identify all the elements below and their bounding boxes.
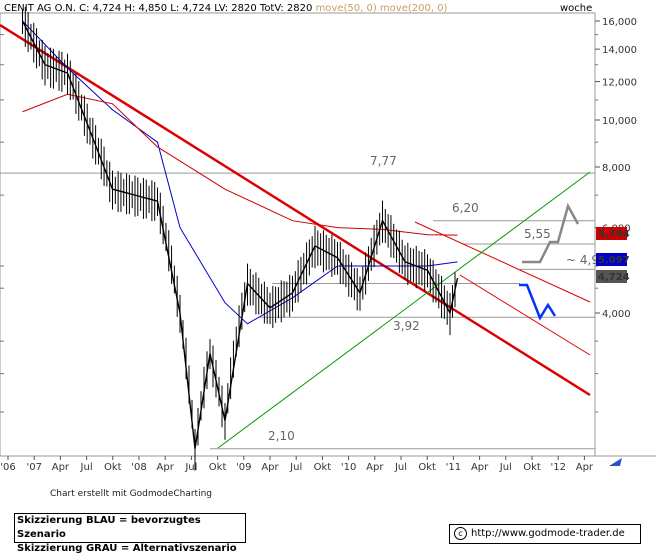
header-ma: move(50, 0) move(200, 0) bbox=[316, 3, 448, 14]
price-badge bbox=[596, 253, 627, 266]
x-tick-label: Apr bbox=[576, 462, 594, 473]
ma200-line bbox=[22, 93, 458, 236]
level-label: 3,92 bbox=[393, 319, 420, 333]
x-tick-label: Apr bbox=[157, 462, 175, 473]
x-tick-label: '10 bbox=[341, 462, 356, 473]
price-badge-label: 4,724 bbox=[598, 272, 630, 283]
x-tick-label: Okt bbox=[209, 462, 227, 473]
price-badge bbox=[596, 270, 627, 283]
x-tick-label: Jul bbox=[499, 462, 512, 473]
blue-scenario-path bbox=[519, 283, 557, 321]
source-url-box[interactable]: c http://www.godmode-trader.de bbox=[449, 524, 641, 544]
price-badge bbox=[596, 227, 627, 240]
period-label: woche bbox=[560, 3, 592, 14]
level-label: 7,77 bbox=[370, 154, 397, 168]
y-tick-label: 10,000 bbox=[602, 116, 637, 127]
x-tick-label: Apr bbox=[471, 462, 489, 473]
chart-credit: Chart erstellt mit GodmodeCharting bbox=[50, 489, 212, 499]
chart-header: CENIT AG O.N. C: 4,724 H: 4,850 L: 4,724… bbox=[4, 3, 448, 14]
x-tick-label: Jul bbox=[394, 462, 407, 473]
copyright-icon: c bbox=[454, 526, 467, 540]
x-tick-label: Okt bbox=[104, 462, 122, 473]
level-label: 2,10 bbox=[268, 429, 295, 443]
x-tick-label: '09 bbox=[236, 462, 251, 473]
x-tick-label: Jul bbox=[80, 462, 93, 473]
source-url[interactable]: http://www.godmode-trader.de bbox=[471, 528, 625, 539]
x-tick-label: Apr bbox=[366, 462, 384, 473]
nav-arrow-icon bbox=[609, 458, 622, 466]
x-tick-label: Jul bbox=[184, 462, 197, 473]
y-tick-label: 14,000 bbox=[602, 45, 637, 56]
main-downtrend-line bbox=[0, 23, 591, 397]
x-tick-label: '07 bbox=[26, 462, 41, 473]
price-badge-label: 5,097 bbox=[598, 255, 630, 266]
x-tick-label: '11 bbox=[446, 462, 461, 473]
lower-channel-line bbox=[459, 274, 591, 356]
x-tick-label: Okt bbox=[418, 462, 436, 473]
support-uptrend-line bbox=[217, 171, 591, 449]
legend-gray-line: Skizzierung GRAU = Alternativszenario bbox=[17, 543, 237, 554]
x-tick-label: '12 bbox=[550, 462, 565, 473]
scenario-legend: Skizzierung BLAU = bevorzugtes Szenario … bbox=[14, 513, 246, 554]
x-tick-label: '06 bbox=[0, 462, 15, 473]
x-tick-label: Okt bbox=[523, 462, 541, 473]
legend-blue-line: Skizzierung BLAU = bevorzugtes Szenario bbox=[17, 515, 201, 540]
gray-scenario-path bbox=[522, 202, 580, 264]
y-tick-label: 12,000 bbox=[602, 78, 637, 89]
y-tick-label: 8,000 bbox=[602, 163, 631, 174]
x-tick-label: Jul bbox=[289, 462, 302, 473]
y-tick-label: 16,000 bbox=[602, 17, 637, 28]
x-tick-label: Apr bbox=[261, 462, 279, 473]
level-label: 5,55 bbox=[524, 227, 551, 241]
level-label: 6,20 bbox=[452, 201, 479, 215]
x-tick-label: '08 bbox=[131, 462, 146, 473]
ma50-line bbox=[22, 20, 458, 325]
x-tick-label: Apr bbox=[52, 462, 70, 473]
x-tick-label: Okt bbox=[314, 462, 332, 473]
y-tick-label: 4,000 bbox=[602, 309, 631, 320]
price-badge-label: 5,794 bbox=[598, 229, 630, 240]
header-quote: CENIT AG O.N. C: 4,724 H: 4,850 L: 4,724… bbox=[4, 3, 316, 14]
